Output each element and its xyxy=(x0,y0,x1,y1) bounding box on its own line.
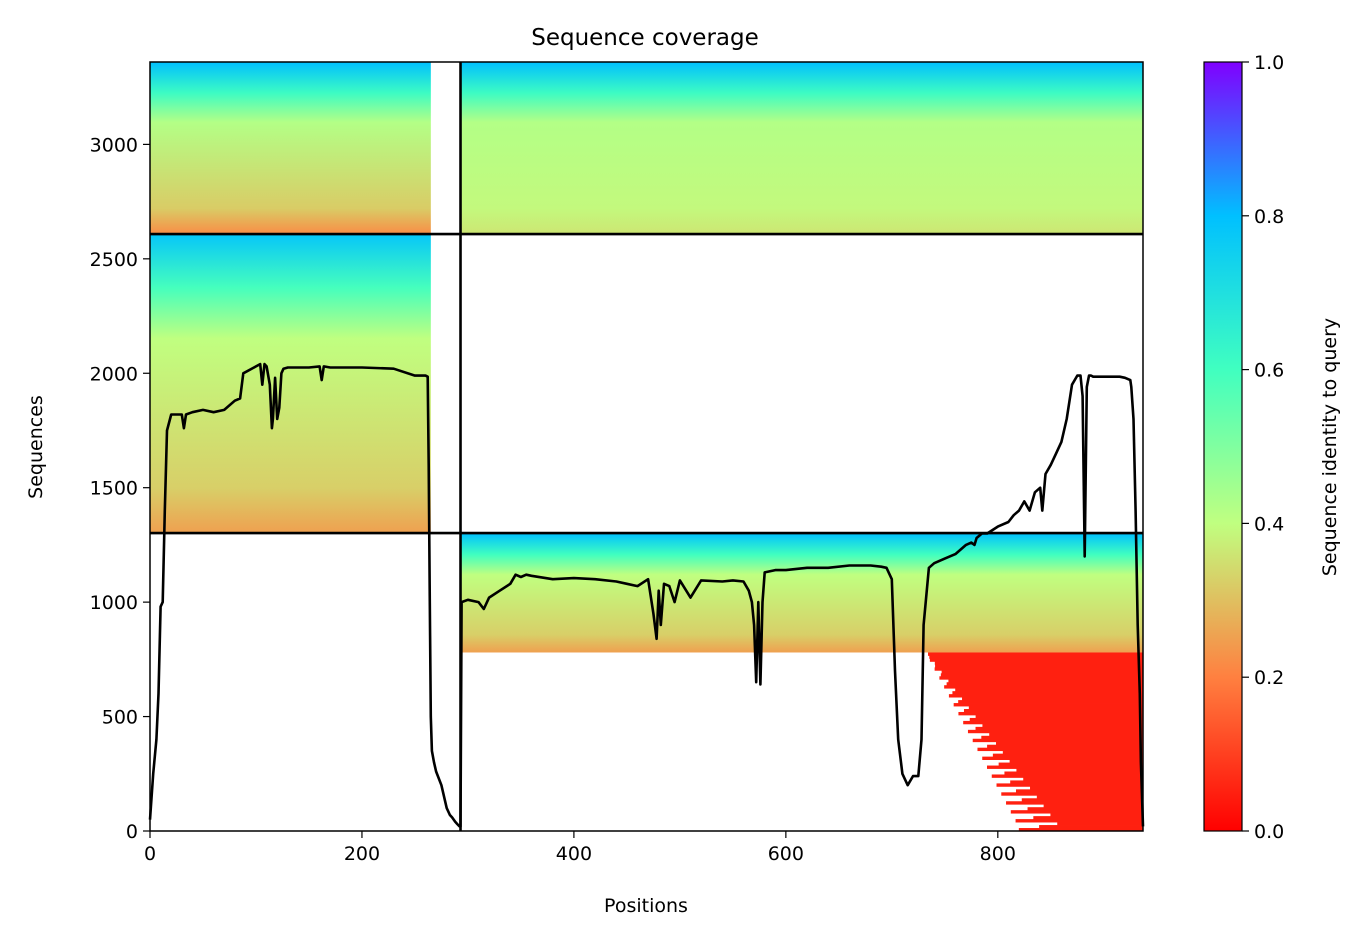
heatmap-cell-row xyxy=(982,756,1143,760)
coverage-line xyxy=(148,362,1145,828)
y-axis-label: Sequences xyxy=(25,395,47,499)
heatmap-cell-row xyxy=(975,726,1143,731)
colorbar-tick-label: 0.0 xyxy=(1254,821,1284,843)
colorbar: 0.0 0.2 0.4 0.6 0.8 1.0 Sequence identity to … xyxy=(1203,52,1341,843)
chart-title: Sequence coverage xyxy=(531,25,759,51)
heatmap-cell-row xyxy=(948,694,1143,698)
heatmap-cell-row xyxy=(1015,789,1143,793)
heatmap-cell-row xyxy=(1018,828,1143,832)
heatmap-cell-row xyxy=(1027,807,1143,811)
heatmap-block xyxy=(150,234,431,534)
heatmap-cell-row xyxy=(986,765,1143,769)
colorbar-tick-label: 0.4 xyxy=(1254,513,1284,535)
y-tick-label: 500 xyxy=(102,707,138,729)
heatmap-cell-row xyxy=(939,676,1143,680)
y-tick-label: 3000 xyxy=(90,134,138,156)
heatmap-cell-row xyxy=(987,744,1143,749)
heatmap-cell-row xyxy=(928,652,1143,656)
heatmap-cell-row xyxy=(977,747,1143,752)
colorbar-tick-label: 1.0 xyxy=(1254,52,1284,74)
heatmap-cell-row xyxy=(967,729,1143,734)
heatmap-cell-row xyxy=(998,762,1143,766)
heatmap-cell-row xyxy=(968,706,1143,710)
heatmap-cell-row xyxy=(934,661,1143,665)
heatmap-cell-row xyxy=(1036,795,1143,799)
heatmap-cell-row xyxy=(1039,825,1143,829)
heatmap-cell-row xyxy=(989,732,1143,737)
heatmap-cell-row xyxy=(975,714,1143,719)
colorbar-tick-label: 0.2 xyxy=(1254,667,1284,689)
y-tick-label: 2500 xyxy=(90,249,138,271)
heatmap-cell-row xyxy=(929,655,1143,659)
heatmap-cell-row xyxy=(1009,759,1143,763)
heatmap-cell-row xyxy=(958,711,1143,716)
heatmap-cell-row xyxy=(1043,804,1143,808)
y-tick-label: 2000 xyxy=(90,363,138,385)
heatmap-cell-row xyxy=(1004,771,1143,775)
heatmap-cell-row xyxy=(940,673,1143,677)
colorbar-label: Sequence identity to query xyxy=(1319,318,1341,576)
x-tick-label: 200 xyxy=(344,843,380,865)
heatmap-cell-row xyxy=(955,688,1143,692)
heatmap-cell-row xyxy=(1001,792,1143,796)
heatmap-cell-row xyxy=(1010,810,1143,814)
heatmap-cell-row xyxy=(1002,750,1143,755)
heatmap-cell-row xyxy=(996,783,1143,787)
x-tick-label: 400 xyxy=(556,843,592,865)
colorbar-gradient xyxy=(1204,62,1242,831)
heatmap-cell-row xyxy=(941,670,1143,674)
heatmap-cell-row xyxy=(1033,816,1143,820)
colorbar-tick-label: 0.8 xyxy=(1254,206,1284,228)
plot-frame xyxy=(149,61,1144,832)
heatmap-cell-row xyxy=(1057,822,1143,826)
colorbar-ticks: 0.0 0.2 0.4 0.6 0.8 1.0 xyxy=(1242,52,1284,843)
heatmap-cell-row xyxy=(935,664,1143,668)
heatmap-cell-row xyxy=(972,738,1143,743)
heatmap-cell-row xyxy=(1016,768,1143,772)
heatmap-cell-row xyxy=(1015,819,1143,823)
heatmap-block xyxy=(460,533,1143,653)
heatmap-cell-row xyxy=(1030,786,1143,790)
heatmap-cell-row xyxy=(952,691,1143,695)
heatmap-cell-row xyxy=(948,679,1143,683)
heatmap-cell-row xyxy=(1010,780,1143,784)
x-tick-label: 800 xyxy=(980,843,1016,865)
y-tick-label: 1500 xyxy=(90,478,138,500)
heatmap-cell-row xyxy=(992,753,1143,758)
heatmap-cell-row xyxy=(958,700,1143,704)
colorbar-tick-label: 0.6 xyxy=(1254,360,1284,382)
heatmap-cell-row xyxy=(1021,798,1143,802)
heatmap-cell-row xyxy=(953,703,1143,707)
heatmap-block xyxy=(460,62,1143,235)
coverage-heatmap xyxy=(150,62,1143,832)
heatmap-cell-row xyxy=(1006,801,1143,805)
heatmap-cell-row xyxy=(934,667,1143,671)
y-axis: 0 500 1000 1500 2000 2500 3000 xyxy=(90,134,150,843)
heatmap-cell-row xyxy=(962,697,1143,701)
heatmap-cell-row xyxy=(946,682,1143,686)
heatmap-cell-row xyxy=(944,685,1143,689)
heatmap-cell-row xyxy=(1023,777,1143,781)
heatmap-cell-row xyxy=(929,658,1143,662)
heatmap-cell-row xyxy=(996,741,1143,746)
heatmap-cell-row xyxy=(1050,813,1143,817)
heatmap-cell-row xyxy=(963,709,1143,713)
heatmap-cell-row xyxy=(991,774,1143,778)
y-tick-label: 0 xyxy=(126,821,138,843)
y-tick-label: 1000 xyxy=(90,592,138,614)
x-tick-label: 600 xyxy=(768,843,804,865)
x-tick-label: 0 xyxy=(144,843,156,865)
heatmap-cell-row xyxy=(982,723,1143,728)
colorbar-frame xyxy=(1203,61,1243,832)
x-axis-label: Positions xyxy=(604,895,688,917)
heatmap-cell-row xyxy=(969,717,1143,722)
x-axis: 0 200 400 600 800 xyxy=(144,831,1016,865)
heatmap-cell-row xyxy=(963,720,1143,725)
coverage-line-layer xyxy=(148,362,1145,828)
heatmap-block xyxy=(150,62,431,235)
group-dividers xyxy=(150,62,1143,831)
heatmap-cell-row xyxy=(981,735,1143,740)
